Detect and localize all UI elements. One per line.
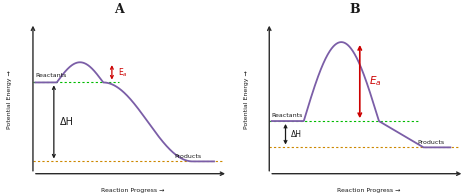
Text: Reaction Progress →: Reaction Progress → <box>337 188 401 193</box>
Text: Products: Products <box>418 140 445 145</box>
Text: Reaction Progress →: Reaction Progress → <box>101 188 164 193</box>
Text: Reactants: Reactants <box>35 73 67 78</box>
Title: B: B <box>350 3 360 16</box>
Text: E$_a$: E$_a$ <box>369 75 382 88</box>
Text: E$_a$: E$_a$ <box>118 66 128 79</box>
Title: A: A <box>114 3 124 16</box>
Text: ΔH: ΔH <box>60 117 73 127</box>
Text: ΔH: ΔH <box>292 130 302 139</box>
Text: Potential Energy →: Potential Energy → <box>244 71 248 129</box>
Text: Potential Energy →: Potential Energy → <box>7 71 12 129</box>
Text: Products: Products <box>174 154 201 159</box>
Text: Reactants: Reactants <box>272 113 303 118</box>
